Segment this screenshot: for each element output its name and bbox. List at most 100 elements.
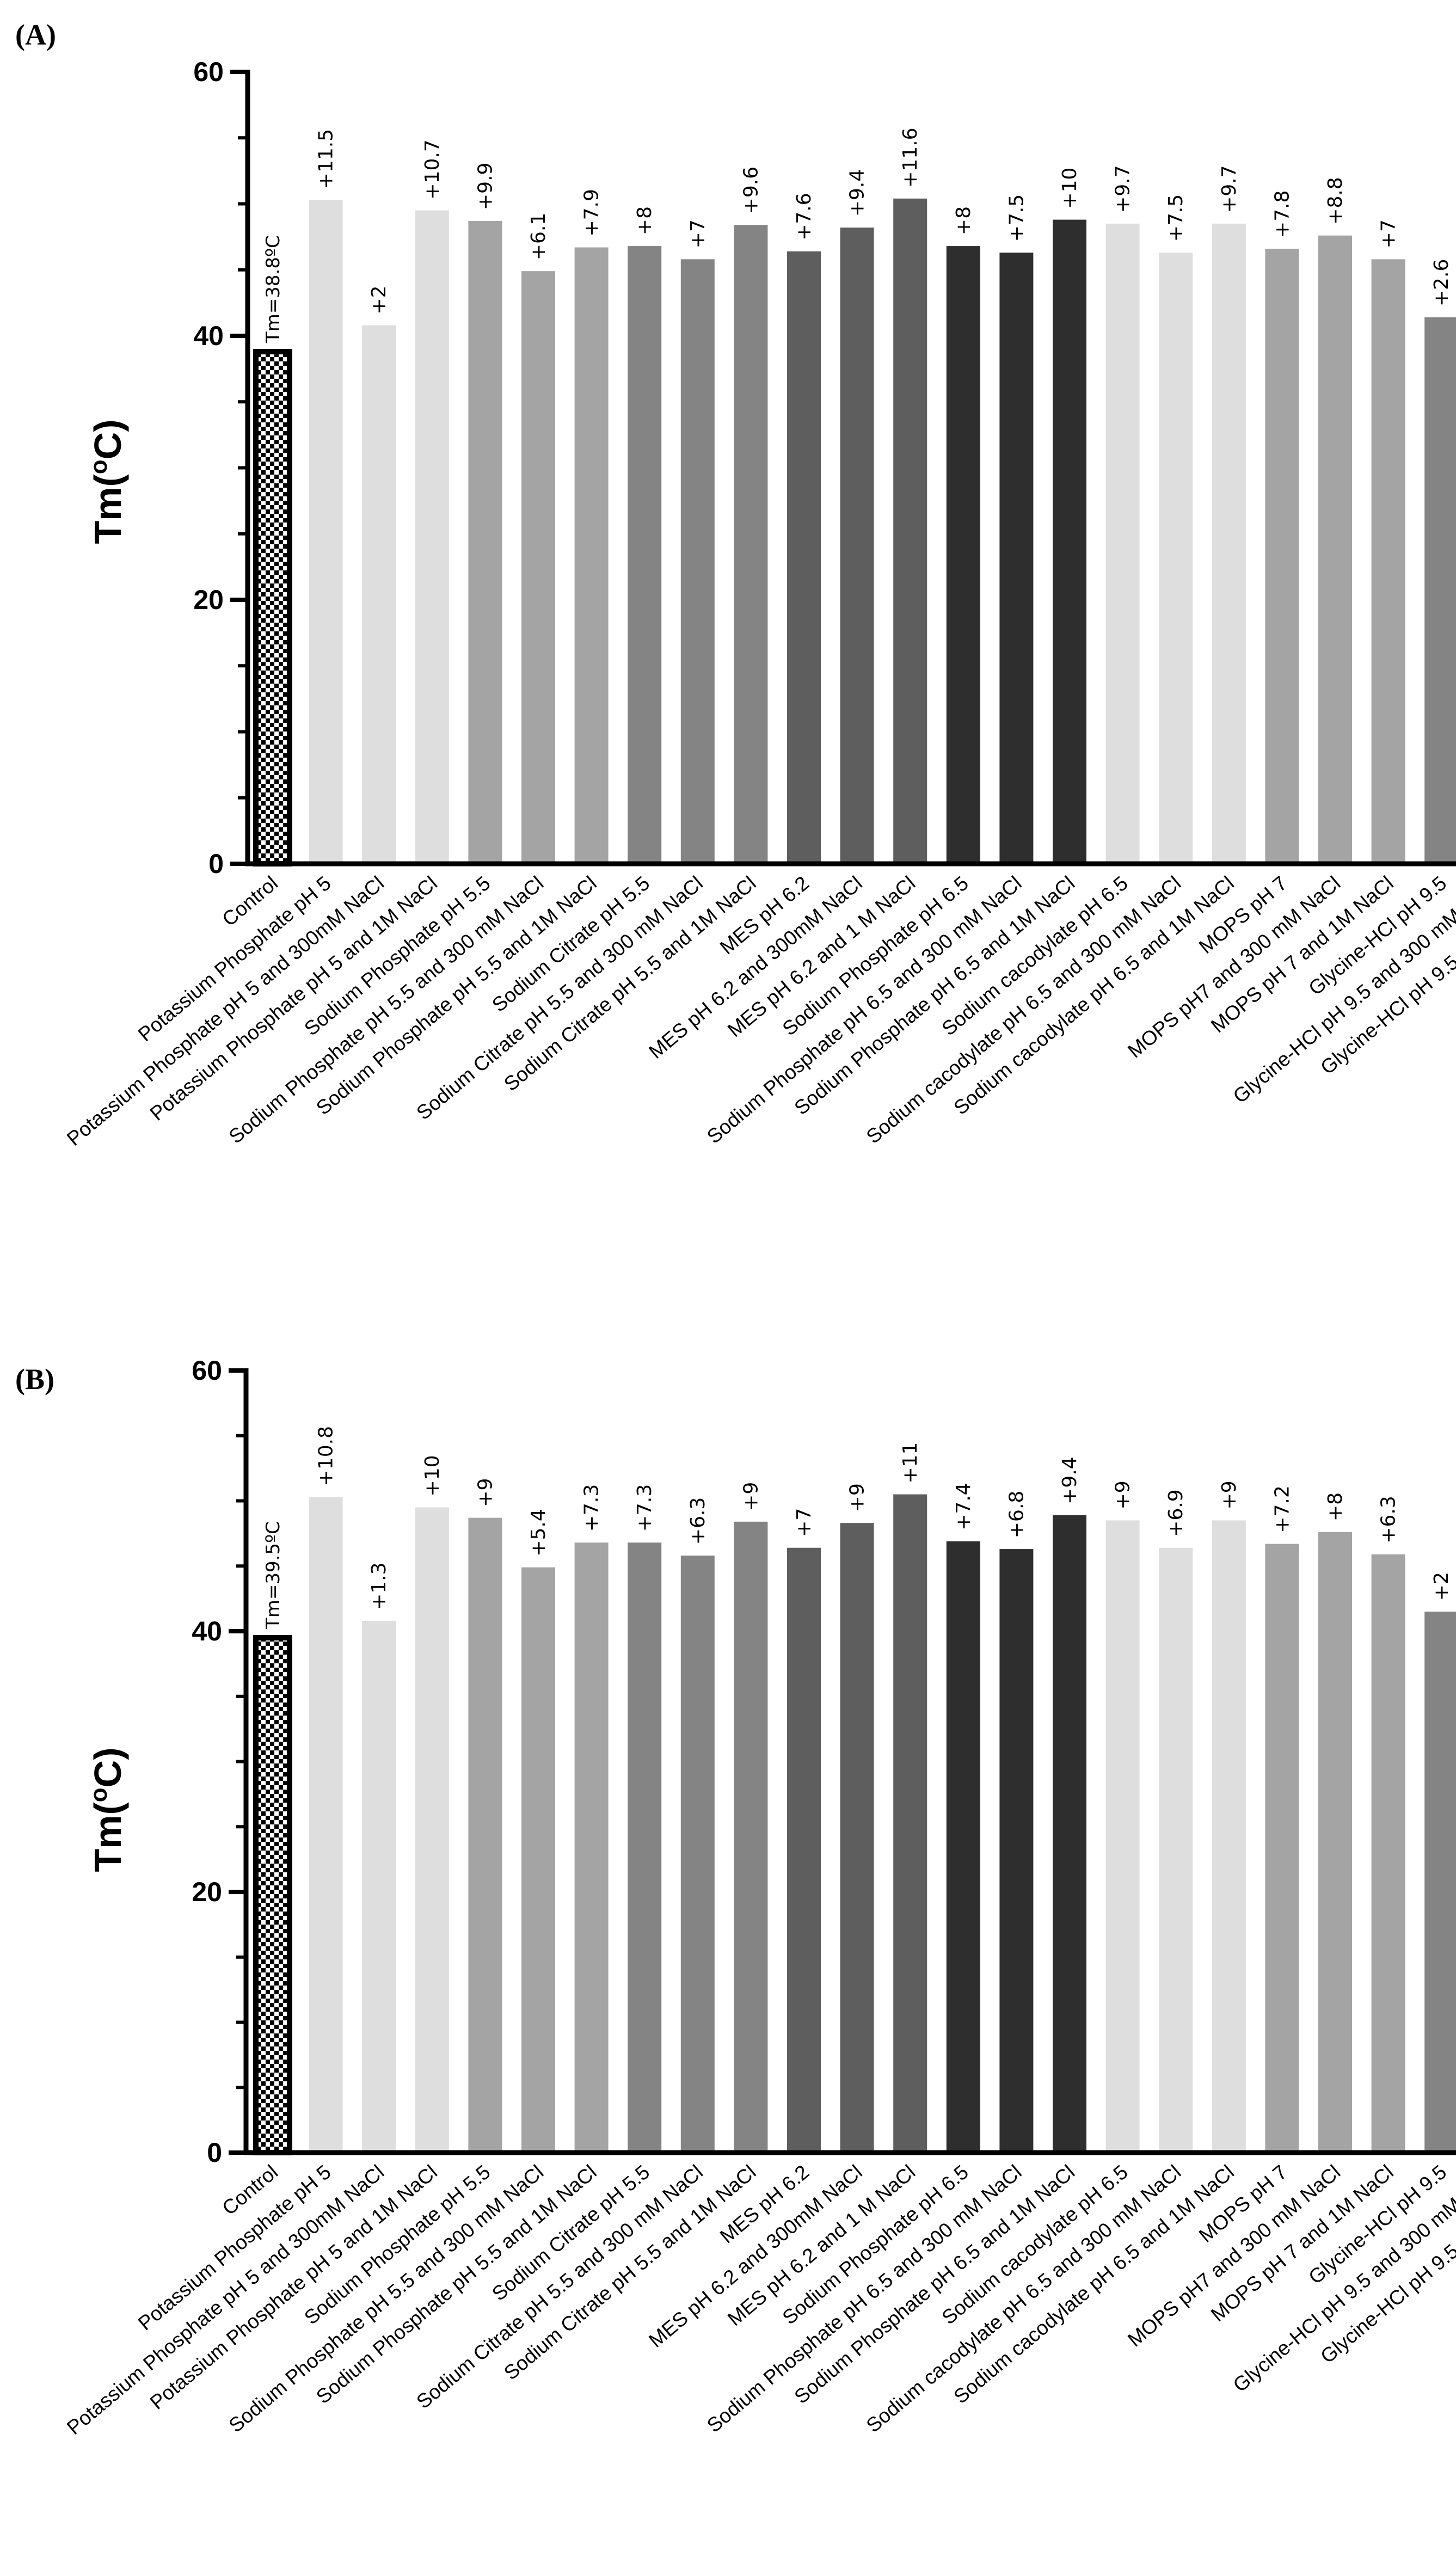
panel-b-bar — [1159, 1547, 1193, 2153]
panel-a-bar-value-label: +8 — [953, 206, 975, 235]
panel-b-bar-value-label: +10 — [421, 1455, 444, 1496]
panel-b-y-tick-label: 60 — [192, 1355, 222, 1386]
panel-a-bar-value-label: +7.9 — [581, 189, 603, 236]
panel-b-bar — [415, 1507, 449, 2153]
panel-a-y-tick-label: 20 — [193, 585, 224, 615]
panel-b-bar — [309, 1497, 343, 2153]
panel-a-bar — [253, 349, 292, 866]
panel-a-bar-value-label: +2 — [368, 286, 390, 315]
panel-b-bar-value-label: +9.4 — [1059, 1456, 1081, 1504]
panel-a-bar — [1053, 219, 1086, 864]
panel-b-bar — [999, 1549, 1034, 2153]
panel-b-label: (B) — [15, 1363, 54, 1396]
panel-b-bar-value-label: +6.8 — [1005, 1491, 1028, 1538]
panel-a-bar — [628, 246, 662, 864]
panel-a-bar — [1159, 253, 1193, 864]
panel-b-bar — [1053, 1515, 1086, 2153]
panel-b-bar-value-label: +7 — [793, 1508, 815, 1537]
panel-a-bar — [574, 247, 609, 864]
panel-a-bar-value-label: +9.6 — [740, 167, 762, 214]
panel-a-bar — [1265, 248, 1299, 864]
panel-a-bar-value-label: +2.6 — [1430, 259, 1453, 306]
panel-b-bar — [840, 1523, 874, 2153]
panel-b-bar-value-label: +5.4 — [527, 1509, 550, 1556]
panel-a-bar — [734, 225, 768, 864]
panel-a-bar-value-label: +9.4 — [846, 169, 869, 217]
panel-b-bar — [946, 1541, 980, 2153]
panel-a-y-tick-label: 40 — [193, 321, 224, 351]
panel-b-bar — [680, 1556, 715, 2153]
panel-a-bar-value-label: +11.5 — [315, 129, 337, 189]
panel-b-bar — [893, 1494, 927, 2153]
panel-b-bar — [468, 1517, 502, 2153]
panel-b-bar — [1318, 1532, 1352, 2153]
panel-b-bar — [1371, 1554, 1405, 2153]
panel-b-bar-value-label: +9 — [740, 1482, 762, 1511]
panel-a-bar — [999, 253, 1034, 864]
panel-b-bar-value-label: +8 — [1324, 1492, 1347, 1521]
panel-a-bar — [893, 198, 927, 864]
panel-b-bar-value-label: +6.3 — [1378, 1496, 1400, 1543]
panel-a-bar-value-label: +8 — [634, 206, 656, 235]
panel-b-bar-value-label: +9 — [474, 1478, 496, 1507]
panel-b-y-tick-label: 20 — [192, 1877, 222, 1907]
panel-b-bar-value-label: +11 — [899, 1442, 921, 1484]
panel-a-y-tick-label: 60 — [193, 57, 224, 87]
panel-a-bar-value-label: +8.8 — [1324, 177, 1347, 224]
panel-a-bar — [1105, 223, 1140, 864]
panel-a-bar — [309, 200, 343, 864]
panel-a-bar-value-label: +7.5 — [1005, 194, 1028, 242]
panel-b-bar-value-label: +6.3 — [687, 1497, 709, 1545]
panel-a-bar — [521, 271, 555, 864]
panel-a-bar — [680, 259, 715, 864]
panel-b-bar — [521, 1567, 555, 2153]
panel-b-bar-value-label: +7.4 — [953, 1483, 975, 1530]
panel-a-bar — [362, 325, 396, 864]
panel-a-bar-value-label: +6.1 — [527, 213, 550, 260]
panel-b-bar — [1105, 1520, 1140, 2153]
panel-a-bar-value-label: +9.7 — [1218, 165, 1240, 212]
panel-b: (B) Tm(oC) 0204060Control+10.8Potassium … — [15, 1355, 1456, 2439]
panel-b-bar-value-label: +6.9 — [1165, 1489, 1187, 1537]
panel-b-bar-value-label: +9 — [1112, 1480, 1134, 1509]
panel-a-bar-value-label: +9.9 — [474, 163, 496, 210]
panel-a-bar-value-label: +11.6 — [899, 127, 921, 187]
panel-a-bar — [1371, 259, 1405, 864]
panel-a-label: (A) — [15, 19, 56, 51]
panel-a-bar — [468, 221, 502, 864]
panel-a-bar — [946, 246, 980, 864]
panel-b-bar-value-label: +7.3 — [581, 1484, 603, 1532]
panel-b-bar — [787, 1547, 821, 2153]
panel-b-bar-value-label: +7.2 — [1271, 1485, 1293, 1533]
panel-a-bar — [1318, 235, 1352, 864]
panel-a-bar-value-label: +7 — [687, 219, 709, 248]
panel-b-bar — [628, 1542, 662, 2153]
panel-a-y-tick-label: 0 — [208, 849, 224, 879]
panel-b-bar-value-label: +1.3 — [368, 1562, 390, 1609]
panel-b-bar-value-label: +7.3 — [634, 1484, 656, 1532]
panel-a-bar — [1212, 223, 1246, 864]
panel-a-control-tm-label: Tm=38.8ºC — [262, 235, 284, 343]
panel-b-bar-value-label: +2 — [1430, 1572, 1453, 1601]
panel-a-bar — [415, 210, 449, 864]
panel-b-bar — [1424, 1612, 1456, 2153]
panel-b-bar-value-label: +9 — [1218, 1480, 1240, 1509]
panel-a-bar-value-label: +7.6 — [793, 193, 815, 240]
panel-a-bar-value-label: +10 — [1059, 168, 1081, 209]
panel-b-y-tick-label: 40 — [192, 1616, 222, 1646]
panel-a-bar-value-label: +10.7 — [421, 139, 444, 199]
panel-a-bar-value-label: +9.7 — [1112, 165, 1134, 212]
panel-a-bar — [840, 228, 874, 864]
panel-a: (A) Tm(oC) 0204060Control+11.5Potassium … — [15, 19, 1456, 1150]
panel-b-y-axis-title: Tm(oC) — [85, 1747, 129, 1872]
panel-a-bar-value-label: +7.5 — [1165, 194, 1187, 242]
panel-a-y-axis-title: Tm(oC) — [85, 419, 129, 544]
panel-b-bar — [253, 1634, 292, 2156]
panel-b-bar — [1265, 1544, 1299, 2153]
panel-b-bar — [574, 1542, 609, 2153]
panel-b-y-tick-label: 0 — [207, 2137, 222, 2168]
panel-a-bar — [787, 251, 821, 864]
